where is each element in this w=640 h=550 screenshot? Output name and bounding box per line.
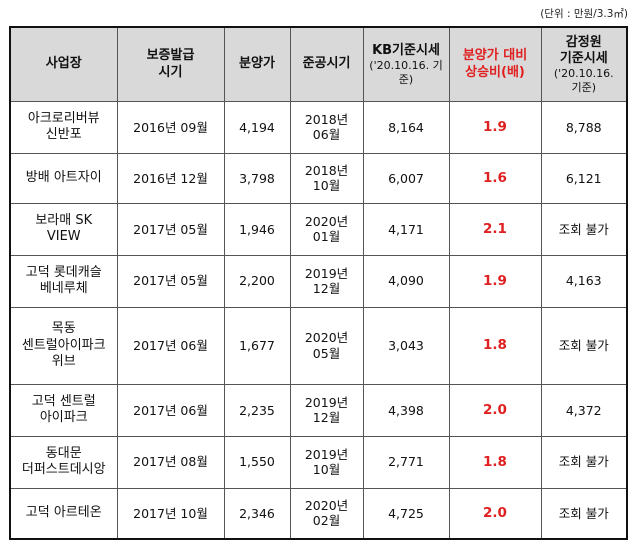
- cell-ratio: 1.6: [448, 152, 542, 204]
- cell-ratio: 1.9: [448, 101, 542, 154]
- cell-price: 1,677: [223, 306, 291, 385]
- cell-appraisal: 8,788: [540, 101, 628, 154]
- table-row: 아크로리버뷰 신반포 2016년 09월 4,194 2018년 06월 8,164 1.…: [9, 101, 628, 154]
- cell-appraisal: 조회 불가: [540, 487, 628, 540]
- cell-guarantee: 2017년 06월: [116, 383, 225, 437]
- header-price: 분양가: [223, 26, 291, 102]
- cell-site: 고덕 센트럴 아이파크: [9, 383, 118, 437]
- cell-appraisal: 조회 불가: [540, 202, 628, 256]
- header-row: 사업장 보증발급 시기 분양가 준공시기 KB기준시세 ('20.10.16. …: [9, 26, 628, 102]
- cell-ratio: 2.1: [448, 202, 542, 256]
- header-appraisal-sub: ('20.10.16. 기준): [553, 67, 614, 94]
- cell-guarantee: 2016년 12월: [116, 152, 225, 204]
- cell-kb: 4,090: [362, 254, 450, 308]
- table-body: 아크로리버뷰 신반포 2016년 09월 4,194 2018년 06월 8,164 1.…: [9, 101, 628, 540]
- cell-price: 2,200: [223, 254, 291, 308]
- table-row: 고덕 센트럴 아이파크 2017년 06월 2,235 2019년 12월 4,398 2…: [9, 383, 628, 437]
- cell-ratio: 1.8: [448, 435, 542, 489]
- header-kb: KB기준시세 ('20.10.16. 기준): [362, 26, 450, 102]
- header-site: 사업장: [9, 26, 118, 102]
- cell-kb: 3,043: [362, 306, 450, 385]
- cell-completion: 2018년 10월: [289, 152, 364, 204]
- cell-site: 동대문 더퍼스트데시앙: [9, 435, 118, 489]
- cell-completion: 2019년 10월: [289, 435, 364, 489]
- cell-kb: 4,171: [362, 202, 450, 256]
- cell-guarantee: 2016년 09월: [116, 101, 225, 154]
- table-row: 목동 센트럴아이파크 위브 2017년 06월 1,677 2020년 05월 3,04…: [9, 306, 628, 385]
- cell-completion: 2020년 02월: [289, 487, 364, 540]
- cell-site: 목동 센트럴아이파크 위브: [9, 306, 118, 385]
- cell-completion: 2019년 12월: [289, 383, 364, 437]
- table-row: 고덕 롯데캐슬 베네루체 2017년 05월 2,200 2019년 12월 4,090…: [9, 254, 628, 308]
- header-kb-label: KB기준시세: [372, 42, 440, 58]
- table-row: 방배 아트자이 2016년 12월 3,798 2018년 10월 6,007 1.6 6,…: [9, 152, 628, 204]
- cell-site: 아크로리버뷰 신반포: [9, 101, 118, 154]
- cell-price: 3,798: [223, 152, 291, 204]
- cell-price: 4,194: [223, 101, 291, 154]
- cell-site: 보라매 SK VIEW: [9, 202, 118, 256]
- cell-appraisal: 조회 불가: [540, 306, 628, 385]
- price-comparison-table: 사업장 보증발급 시기 분양가 준공시기 KB기준시세 ('20.10.16. …: [9, 26, 628, 540]
- cell-ratio: 2.0: [448, 487, 542, 540]
- cell-appraisal: 4,372: [540, 383, 628, 437]
- table-row: 동대문 더퍼스트데시앙 2017년 08월 1,550 2019년 10월 2,771 1…: [9, 435, 628, 489]
- header-completion: 준공시기: [289, 26, 364, 102]
- cell-completion: 2020년 05월: [289, 306, 364, 385]
- cell-site: 고덕 아르테온: [9, 487, 118, 540]
- cell-appraisal: 4,163: [540, 254, 628, 308]
- table-row: 고덕 아르테온 2017년 10월 2,346 2020년 02월 4,725 2.0 조회…: [9, 487, 628, 540]
- cell-price: 2,235: [223, 383, 291, 437]
- unit-note: (단위 : 만원/3.3㎡): [540, 8, 628, 20]
- header-kb-sub: ('20.10.16. 기준): [369, 58, 443, 86]
- cell-kb: 6,007: [362, 152, 450, 204]
- cell-price: 2,346: [223, 487, 291, 540]
- cell-kb: 8,164: [362, 101, 450, 154]
- cell-kb: 2,771: [362, 435, 450, 489]
- cell-completion: 2020년 01월: [289, 202, 364, 256]
- cell-site: 방배 아트자이: [9, 152, 118, 204]
- cell-guarantee: 2017년 08월: [116, 435, 225, 489]
- cell-appraisal: 조회 불가: [540, 435, 628, 489]
- header-appraisal-label: 감정원 기준시세: [559, 34, 608, 66]
- cell-kb: 4,725: [362, 487, 450, 540]
- cell-price: 1,550: [223, 435, 291, 489]
- cell-ratio: 2.0: [448, 383, 542, 437]
- cell-ratio: 1.9: [448, 254, 542, 308]
- header-ratio: 분양가 대비 상승비(배): [448, 26, 542, 102]
- cell-completion: 2019년 12월: [289, 254, 364, 308]
- cell-guarantee: 2017년 10월: [116, 487, 225, 540]
- cell-completion: 2018년 06월: [289, 101, 364, 154]
- cell-guarantee: 2017년 06월: [116, 306, 225, 385]
- cell-guarantee: 2017년 05월: [116, 202, 225, 256]
- cell-appraisal: 6,121: [540, 152, 628, 204]
- header-guarantee: 보증발급 시기: [116, 26, 225, 102]
- cell-kb: 4,398: [362, 383, 450, 437]
- cell-guarantee: 2017년 05월: [116, 254, 225, 308]
- table-row: 보라매 SK VIEW 2017년 05월 1,946 2020년 01월 4,171 2…: [9, 202, 628, 256]
- cell-price: 1,946: [223, 202, 291, 256]
- cell-ratio: 1.8: [448, 306, 542, 385]
- cell-site: 고덕 롯데캐슬 베네루체: [9, 254, 118, 308]
- header-appraisal: 감정원 기준시세 ('20.10.16. 기준): [540, 26, 628, 102]
